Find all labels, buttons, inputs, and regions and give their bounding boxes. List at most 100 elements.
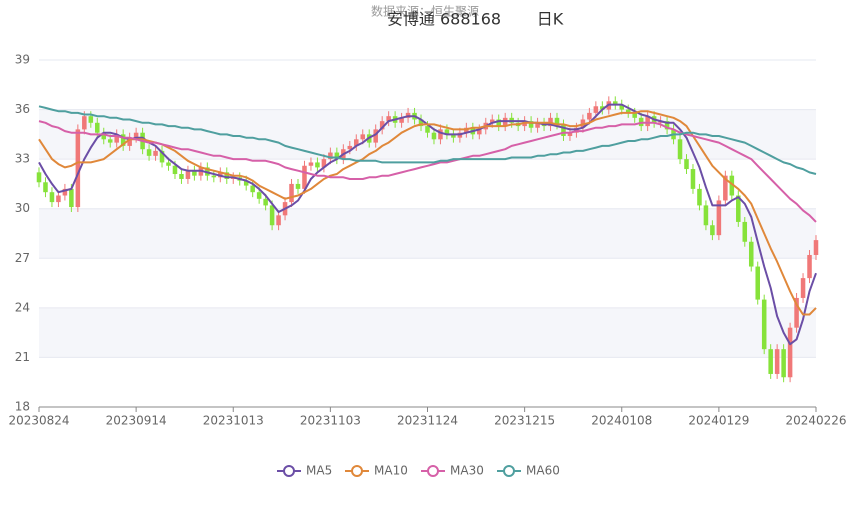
legend-label: MA5 (306, 464, 332, 478)
candle-body (224, 172, 230, 179)
candle-body (302, 165, 307, 189)
y-tick-label: 18 (15, 400, 30, 414)
candle-body (36, 172, 42, 183)
candle-body (703, 205, 709, 226)
candle-body (600, 106, 605, 110)
candle-body (289, 183, 294, 203)
candle-body (127, 137, 132, 146)
candle-body (438, 129, 443, 140)
candle-body (354, 139, 359, 146)
candle-body (794, 297, 799, 328)
candle-body (710, 225, 715, 236)
legend-label: MA30 (450, 464, 484, 478)
candle-body (43, 182, 48, 193)
candle-body (120, 134, 126, 146)
candle-body (431, 132, 437, 140)
candle-body (321, 159, 327, 168)
candle-body (133, 132, 139, 138)
candle-body (677, 139, 683, 160)
period: 日K (537, 10, 564, 29)
candle-body (315, 162, 320, 168)
ma-line (38, 120, 817, 223)
candle-body (774, 349, 780, 374)
candle-body (153, 150, 158, 156)
candle-body (179, 174, 184, 179)
candle-body (101, 132, 107, 140)
y-tick-label: 21 (15, 350, 30, 364)
y-tick-label: 27 (15, 251, 30, 265)
candle-body (82, 116, 87, 130)
x-tick-label: 20231124 (397, 414, 458, 428)
candle-body (451, 134, 456, 138)
candle-body (386, 116, 391, 122)
candle-body (276, 215, 281, 226)
candle-body (535, 122, 540, 128)
candle-body (768, 349, 773, 374)
x-tick-label: 20240129 (688, 414, 749, 428)
candle-body (813, 240, 819, 255)
candle-body (347, 145, 353, 150)
candle-body (192, 170, 197, 176)
candle-body (645, 116, 650, 127)
candle-body (554, 117, 560, 125)
candle-body (334, 152, 340, 160)
candle-body (75, 129, 81, 208)
candle-body (444, 129, 450, 135)
candle-body (172, 165, 178, 175)
candle-body (625, 109, 631, 113)
y-tick-label: 36 (15, 102, 30, 116)
candle-body (263, 198, 268, 206)
candle-body (49, 192, 55, 203)
candle-body (781, 349, 786, 378)
plot-band (39, 208, 816, 259)
y-tick-label: 30 (15, 201, 30, 215)
legend-marker (351, 465, 363, 477)
candle-body (418, 119, 424, 127)
candle-body (269, 205, 275, 226)
candle-body (295, 183, 301, 189)
legend-marker (283, 465, 295, 477)
x-tick-label: 20240226 (785, 414, 846, 428)
candle-body (107, 139, 113, 143)
legend-label: MA10 (374, 464, 408, 478)
candle-body (250, 185, 255, 193)
candle-body (211, 175, 217, 178)
candle-body (373, 129, 378, 143)
candle-body (489, 119, 495, 123)
candle-body (787, 327, 793, 378)
candle-body (613, 101, 618, 105)
x-tick-label: 20230914 (106, 414, 167, 428)
y-tick-label: 33 (15, 152, 30, 166)
x-tick-label: 20231103 (300, 414, 361, 428)
candle-body (56, 195, 61, 203)
candle-body (62, 188, 68, 196)
candle-body (95, 122, 100, 133)
candle-body (243, 180, 249, 186)
x-tick-label: 20231013 (203, 414, 264, 428)
candle-body (256, 192, 262, 199)
y-tick-label: 24 (15, 300, 30, 314)
legend-label: MA60 (526, 464, 560, 478)
candle-body (684, 159, 689, 170)
x-tick-label: 20240108 (591, 414, 652, 428)
candle-body (166, 162, 171, 166)
legend-marker (427, 465, 439, 477)
candle-body (185, 170, 191, 179)
candle-body (761, 299, 767, 350)
candle-body (587, 112, 592, 120)
candle-body (619, 104, 625, 110)
source: 数据来源：恒生聚源 (371, 4, 479, 19)
candle-body (736, 195, 741, 222)
candle-body (567, 132, 573, 137)
candle-body (755, 266, 760, 300)
candle-body (690, 169, 696, 189)
candle-body (716, 200, 722, 236)
legend-marker (503, 465, 515, 477)
candle-body (399, 117, 404, 123)
candle-body (328, 152, 333, 160)
candle-body (632, 112, 637, 118)
y-tick-label: 39 (15, 53, 30, 67)
candle-body (425, 126, 430, 133)
candle-body (561, 124, 566, 137)
